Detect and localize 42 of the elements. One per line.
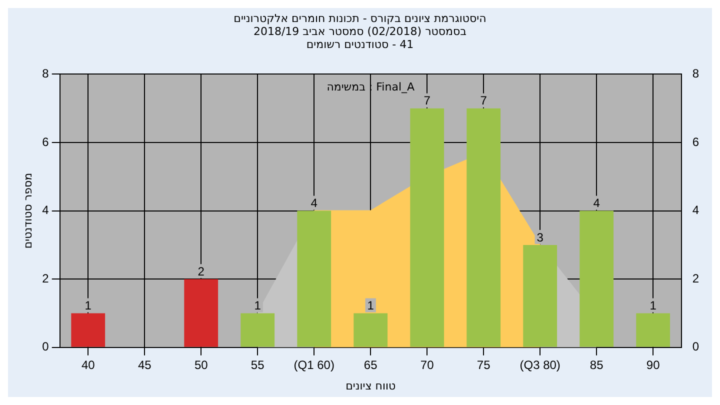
y2-tick-label: 0 xyxy=(692,340,700,354)
chart-title: היסטוגרמת ציונים בקורס - תכונות חומרים אלקטרוניים xyxy=(232,12,488,25)
y2-tick-label: 2 xyxy=(692,271,700,286)
x-tick-label: (Q3 80) xyxy=(520,358,560,372)
x-tick-label: 55 xyxy=(250,358,265,372)
y2-tick-label: 4 xyxy=(692,203,700,218)
x-tick-label: 50 xyxy=(194,358,208,372)
chart-subtitle: בסמסטר (02/2018) סמסטר אביב 2018/19 41 - סטודנטים רשומים xyxy=(252,25,468,51)
x-tick-label: 85 xyxy=(590,358,604,372)
x-axis-title: טווח ציונים xyxy=(346,379,396,392)
data-label: 1 xyxy=(650,298,657,313)
x-tick-label: 90 xyxy=(646,358,660,372)
y2-tick-label: 6 xyxy=(692,134,700,149)
data-label: 7 xyxy=(424,94,431,108)
bar xyxy=(240,313,275,347)
bar xyxy=(71,313,106,347)
data-label: 4 xyxy=(593,196,600,210)
data-label: 4 xyxy=(310,196,318,210)
y-tick-label: 8 xyxy=(42,66,50,81)
y-tick-label: 4 xyxy=(42,203,50,218)
data-label: 7 xyxy=(480,94,488,108)
data-label: 2 xyxy=(198,264,205,278)
bar xyxy=(184,279,218,347)
x-tick-label: 45 xyxy=(138,358,152,372)
x-tick-label: 40 xyxy=(81,358,96,372)
y2-tick-label: 8 xyxy=(692,66,700,81)
x-tick-label: 65 xyxy=(364,358,378,372)
bar xyxy=(636,313,670,347)
x-tick-label: 75 xyxy=(476,358,491,372)
data-label: 1 xyxy=(254,298,262,313)
bar xyxy=(354,313,388,347)
y-tick-label: 2 xyxy=(42,271,50,286)
data-label: 3 xyxy=(536,230,544,244)
y-tick-label: 6 xyxy=(42,134,50,149)
y-axis-title: מספר סטודנטים xyxy=(21,172,34,249)
x-tick-label: (Q1 60) xyxy=(294,358,334,372)
data-label: 1 xyxy=(367,298,374,313)
y-tick-label: 0 xyxy=(42,340,50,354)
data-label: 1 xyxy=(84,298,92,313)
x-tick-label: 70 xyxy=(420,358,434,372)
bar xyxy=(466,108,501,347)
bar xyxy=(410,108,444,347)
